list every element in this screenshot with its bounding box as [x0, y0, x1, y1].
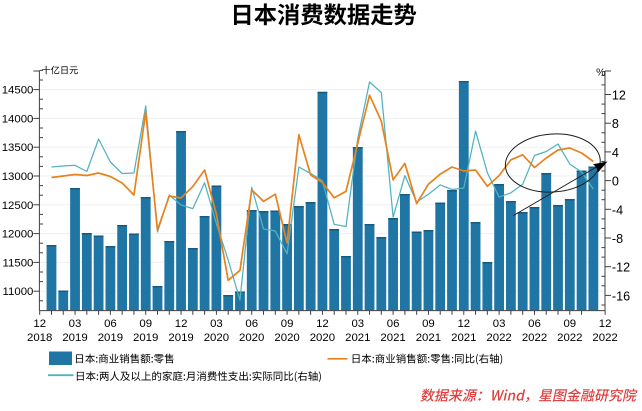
svg-text:12000: 12000 [2, 229, 34, 241]
svg-text:12: 12 [316, 318, 329, 330]
svg-text:11500: 11500 [3, 257, 34, 269]
svg-text:14500: 14500 [2, 85, 34, 97]
svg-text:2022: 2022 [522, 332, 547, 344]
svg-text:%: % [596, 67, 605, 79]
svg-text:03: 03 [210, 318, 223, 330]
svg-text:2020: 2020 [204, 332, 229, 344]
svg-text:12500: 12500 [2, 200, 34, 212]
svg-text:-16: -16 [612, 289, 630, 303]
svg-text:2019: 2019 [168, 332, 193, 344]
svg-text:2019: 2019 [133, 332, 158, 344]
svg-text:8: 8 [612, 117, 619, 131]
svg-text:09: 09 [563, 318, 576, 330]
svg-text:03: 03 [69, 318, 82, 330]
svg-text:-4: -4 [612, 203, 623, 217]
svg-text:2022: 2022 [557, 332, 582, 344]
svg-text:4: 4 [612, 146, 619, 160]
svg-text:12: 12 [612, 89, 626, 103]
svg-text:2021: 2021 [416, 332, 441, 344]
svg-text:03: 03 [493, 318, 506, 330]
svg-text:2021: 2021 [451, 332, 476, 344]
svg-text:13000: 13000 [2, 171, 34, 183]
svg-text:2019: 2019 [62, 332, 87, 344]
svg-text:2022: 2022 [486, 332, 511, 344]
svg-text:09: 09 [139, 318, 152, 330]
svg-text:09: 09 [422, 318, 435, 330]
svg-text:03: 03 [351, 318, 364, 330]
svg-text:12: 12 [457, 318, 470, 330]
svg-text:2020: 2020 [274, 332, 299, 344]
svg-text:2022: 2022 [592, 332, 617, 344]
svg-text:09: 09 [281, 318, 294, 330]
svg-text:2018: 2018 [27, 332, 52, 344]
svg-text:2019: 2019 [98, 332, 123, 344]
svg-text:12: 12 [175, 318, 188, 330]
svg-text:13500: 13500 [2, 142, 34, 154]
svg-text:2021: 2021 [345, 332, 370, 344]
svg-text:2020: 2020 [239, 332, 264, 344]
svg-text:11000: 11000 [3, 286, 34, 298]
svg-text:12: 12 [599, 318, 612, 330]
svg-text:14000: 14000 [2, 113, 34, 125]
svg-text:06: 06 [245, 318, 258, 330]
svg-text:12: 12 [33, 318, 46, 330]
svg-text:06: 06 [104, 318, 117, 330]
svg-text:06: 06 [387, 318, 400, 330]
svg-text:2021: 2021 [380, 332, 405, 344]
svg-text:-8: -8 [612, 232, 623, 246]
svg-text:2020: 2020 [310, 332, 335, 344]
svg-text:06: 06 [528, 318, 541, 330]
svg-text:0: 0 [612, 175, 619, 189]
svg-text:-12: -12 [612, 261, 630, 275]
